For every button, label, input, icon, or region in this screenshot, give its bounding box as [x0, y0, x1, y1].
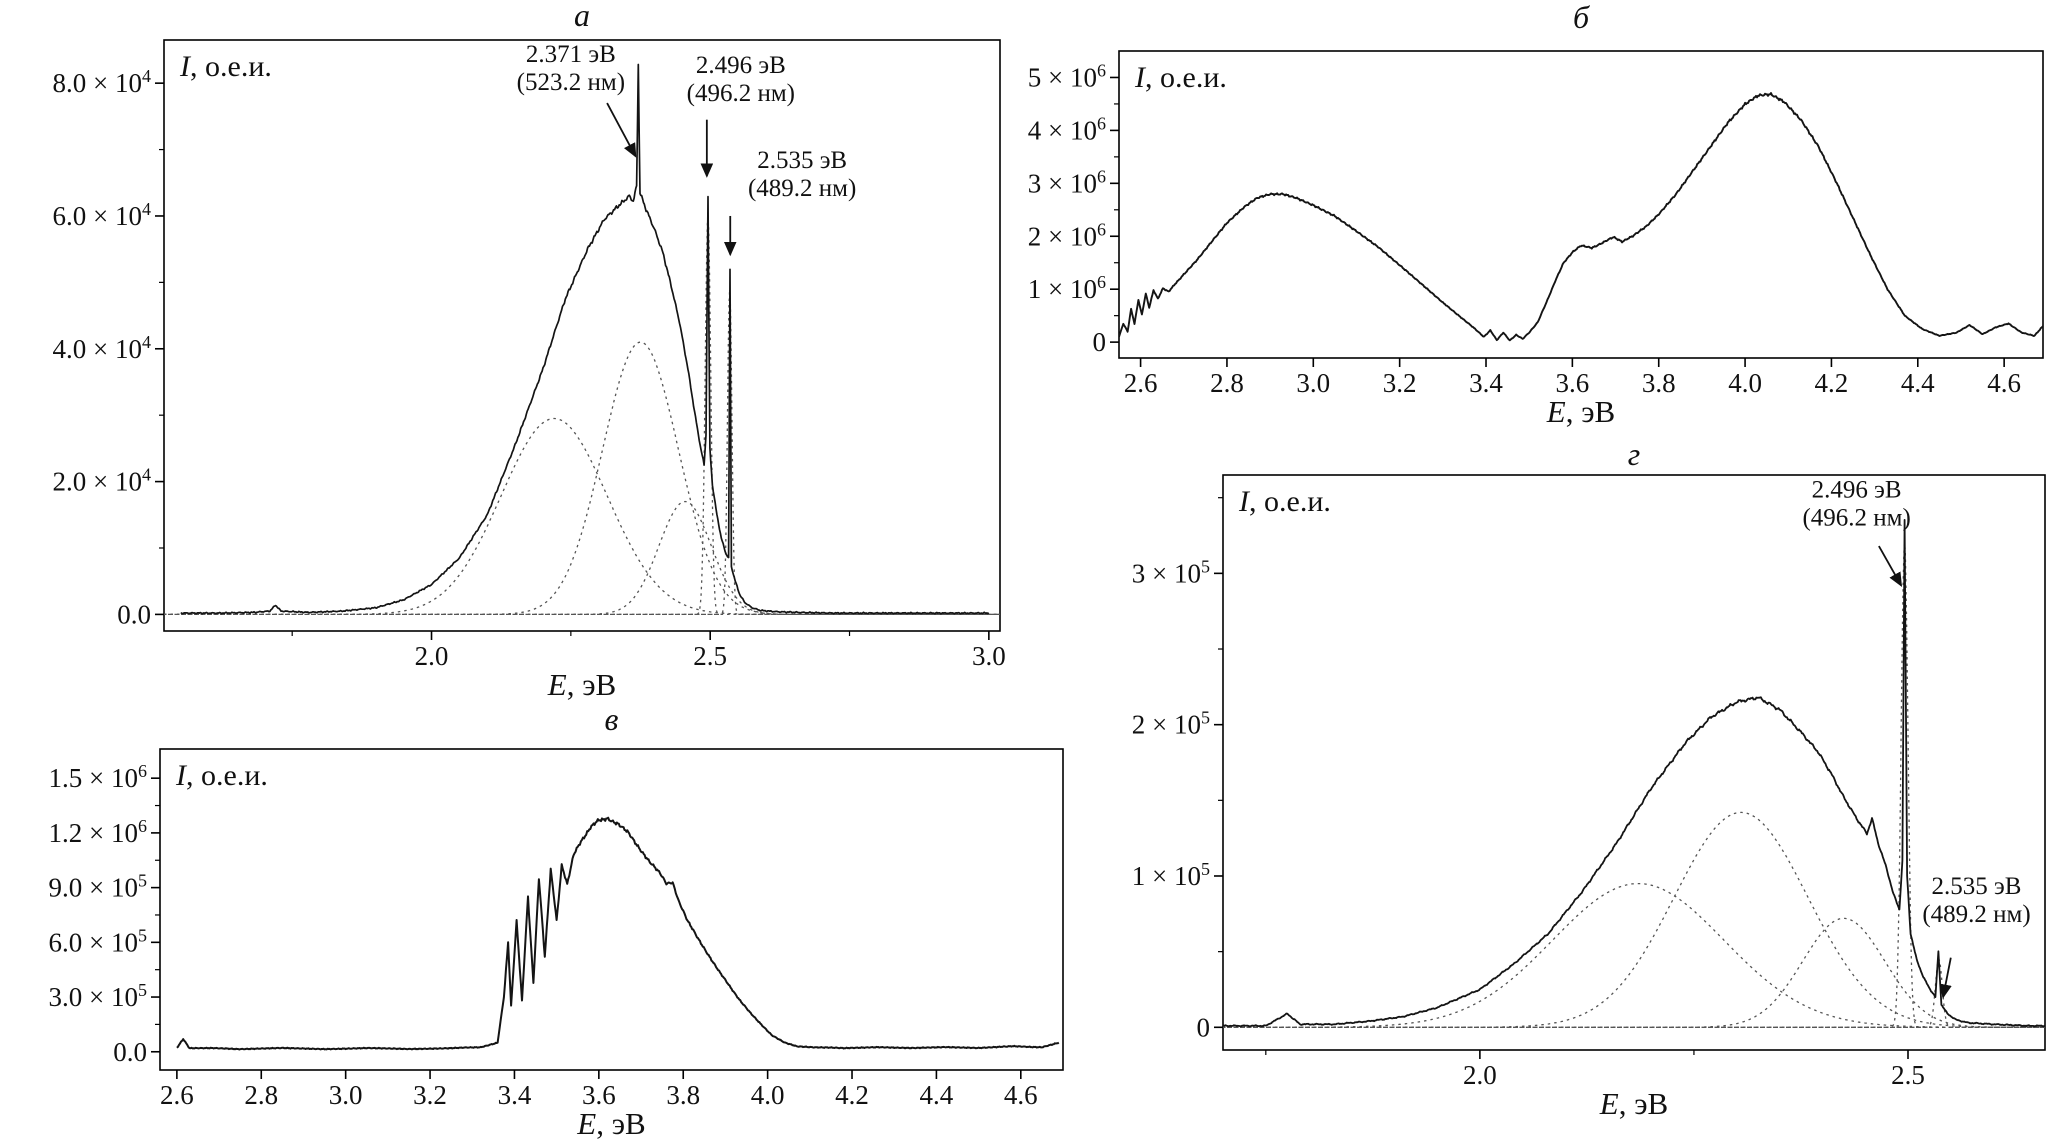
y-tick-label: 0.0	[113, 1037, 147, 1067]
x-tick-label: 4.0	[751, 1080, 785, 1110]
plot-frame	[163, 39, 1001, 632]
y-tick-label: 5 × 106	[1028, 60, 1106, 92]
fit-component-curve	[164, 417, 1000, 616]
x-tick-label: 3.0	[972, 641, 1006, 671]
fit-component-curve	[1223, 957, 2045, 1028]
x-tick-label: 3.6	[1555, 368, 1589, 398]
y-tick-label: 2 × 106	[1028, 219, 1106, 251]
y-tick-label: 0	[1197, 1012, 1211, 1042]
panel-a-chart: 2.0 2.5 3.0 0.0 2.0 × 104 4.0 × 104 6.0 × 104 8…	[53, 0, 1006, 702]
y-tick-label: 6.0 × 104	[53, 199, 151, 231]
fit-component-curve	[164, 500, 1000, 616]
x-tick-label: 4.2	[1815, 368, 1849, 398]
fit-component-curve	[1223, 543, 2045, 1028]
peak-annotation: 2.535 эВ (489.2 нм)	[1922, 873, 2030, 928]
x-axis-label: E, эВ	[1546, 394, 1615, 429]
x-tick-label: 3.2	[1383, 368, 1417, 398]
y-tick-label: 3 × 106	[1028, 166, 1106, 198]
x-tick-label: 3.0	[1296, 368, 1330, 398]
x-tick-label: 4.6	[1004, 1080, 1038, 1110]
fit-component-curve	[164, 216, 1000, 616]
x-axis-label: E, эВ	[576, 1106, 645, 1141]
plot-frame	[159, 748, 1064, 1071]
panel-label: б	[1573, 0, 1590, 35]
panel-label: в	[605, 701, 619, 737]
y-tick-label: 4.0 × 104	[53, 332, 151, 364]
y-tick-label: 1 × 105	[1132, 859, 1210, 891]
spectrum-curve	[180, 63, 990, 615]
x-tick-label: 2.8	[1210, 368, 1244, 398]
plot-frame	[1222, 474, 2046, 1051]
y-tick-label: 3.0 × 105	[49, 980, 147, 1012]
x-tick-label: 2.5	[1891, 1060, 1925, 1090]
y-tick-label: 1.5 × 106	[49, 761, 147, 793]
y-tick-label: 6.0 × 105	[49, 925, 147, 957]
x-axis-label: E, эВ	[547, 667, 616, 702]
x-tick-label: 4.0	[1728, 368, 1762, 398]
peak-annotation: 2.496 эВ (496.2 нм)	[1802, 477, 1910, 532]
x-tick-label: 4.4	[920, 1080, 954, 1110]
spectrum-curve	[1223, 519, 2045, 1028]
x-tick-label: 2.5	[693, 641, 727, 671]
y-tick-label: 4 × 106	[1028, 113, 1106, 145]
panel-label: а	[574, 0, 590, 33]
panel-label: г	[1628, 436, 1640, 472]
spectrum-curve	[1119, 92, 2043, 342]
x-tick-label: 2.6	[1124, 368, 1158, 398]
peak-annotation: 2.371 эВ (523.2 нм)	[517, 41, 625, 96]
panel-v-chart: 2.6 2.8 3.0 3.2 3.4 3.6 3.8 4.0 4.2 4.4 4.6 0.0 3.0 …	[49, 701, 1064, 1141]
x-tick-label: 3.8	[666, 1080, 700, 1110]
x-tick-label: 3.8	[1642, 368, 1676, 398]
plot-frame	[1118, 50, 2044, 359]
spectrum-curve	[176, 816, 1060, 1051]
x-tick-label: 2.0	[1463, 1060, 1497, 1090]
x-axis-label: E, эВ	[1599, 1086, 1668, 1121]
x-tick-label: 3.6	[582, 1080, 616, 1110]
y-axis-label: I, о.е.и.	[1238, 485, 1331, 518]
y-tick-label: 0	[1093, 327, 1107, 357]
x-tick-label: 2.6	[160, 1080, 194, 1110]
y-tick-label: 0.0	[117, 599, 151, 629]
fit-component-curve	[164, 341, 1000, 616]
fit-component-curve	[164, 288, 1000, 616]
y-tick-label: 9.0 × 105	[49, 871, 147, 903]
peak-annotation: 2.535 эВ (489.2 нм)	[748, 147, 856, 202]
x-tick-label: 4.2	[835, 1080, 869, 1110]
y-axis-label: I, о.е.и.	[1134, 61, 1227, 94]
x-tick-label: 3.0	[329, 1080, 363, 1110]
x-tick-label: 3.4	[498, 1080, 532, 1110]
annotation-arrow	[1878, 545, 1903, 588]
annotation-arrow	[1939, 957, 1952, 999]
x-tick-label: 2.0	[415, 641, 449, 671]
panel-g-chart: 2.0 2.5 0 1 × 105 2 × 105 3 × 105 г I, о.е.и. E,…	[1132, 436, 2046, 1121]
y-tick-label: 2 × 105	[1132, 708, 1210, 740]
peak-annotation: 2.496 эВ (496.2 нм)	[687, 52, 795, 107]
y-tick-label: 2.0 × 104	[53, 465, 151, 497]
y-axis-label: I, о.е.и.	[179, 50, 272, 83]
y-tick-label: 1 × 106	[1028, 272, 1106, 304]
fit-component-curve	[1223, 882, 2045, 1028]
y-tick-label: 3 × 105	[1132, 556, 1210, 588]
y-axis-label: I, о.е.и.	[175, 759, 268, 792]
x-tick-label: 2.8	[244, 1080, 278, 1110]
x-tick-label: 4.4	[1901, 368, 1935, 398]
y-tick-label: 1.2 × 106	[49, 816, 147, 848]
x-tick-label: 4.6	[1987, 368, 2021, 398]
x-tick-label: 3.2	[413, 1080, 447, 1110]
panel-b-chart: 2.6 2.8 3.0 3.2 3.4 3.6 3.8 4.0 4.2 4.4 4.6 0 1 × 10…	[1028, 0, 2044, 429]
y-tick-label: 8.0 × 104	[53, 66, 151, 98]
x-tick-label: 3.4	[1469, 368, 1503, 398]
annotation-arrow	[606, 102, 637, 158]
